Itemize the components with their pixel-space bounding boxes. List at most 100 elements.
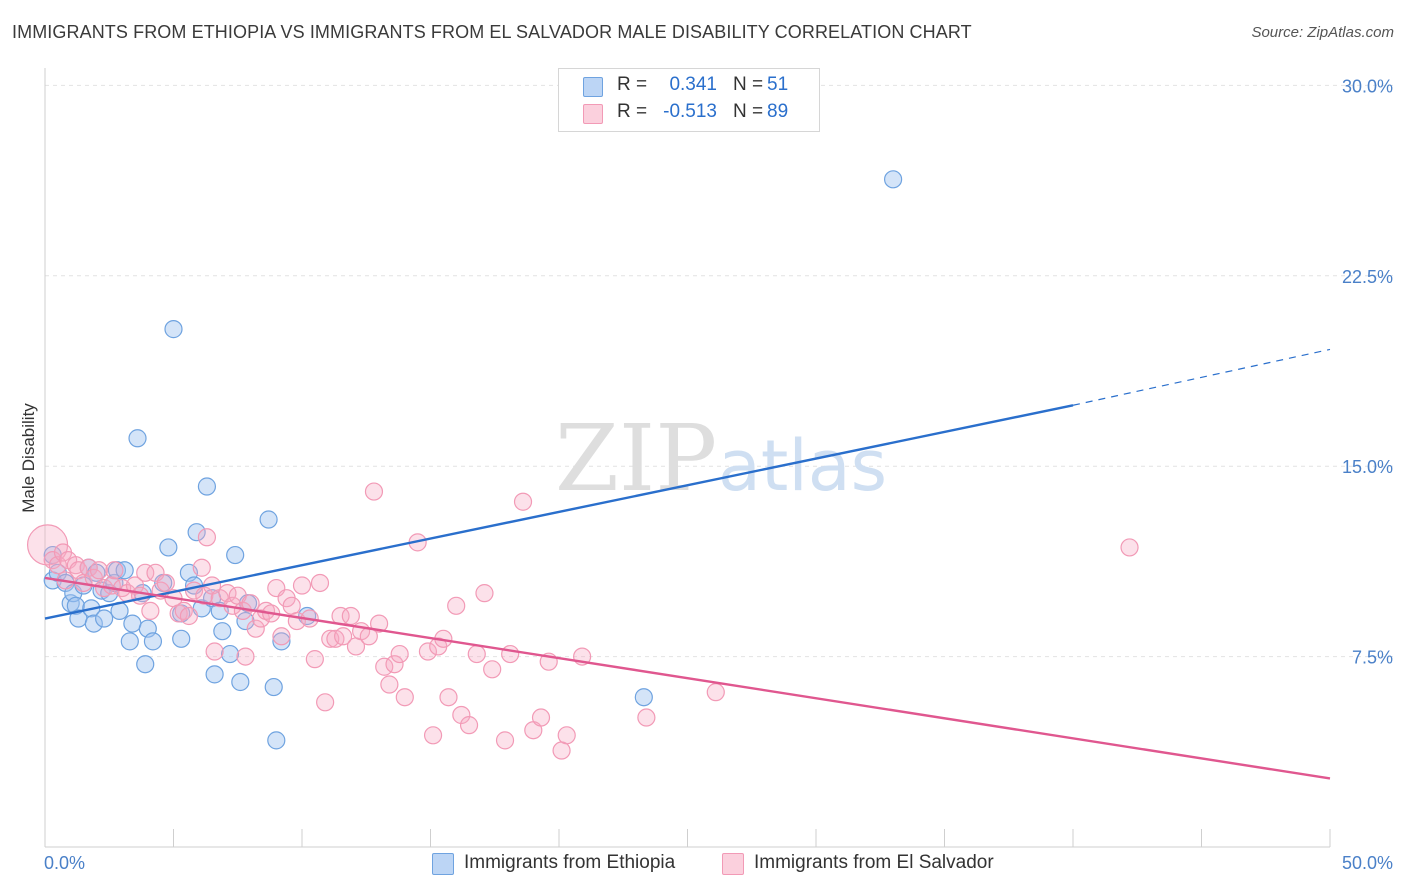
data-point: [246, 619, 265, 638]
r-value: -0.513: [663, 101, 717, 122]
r-label: R =: [617, 101, 648, 122]
data-point: [634, 688, 653, 707]
data-point: [130, 586, 150, 605]
watermark: ZIP atlas: [555, 405, 887, 512]
data-point: [197, 477, 217, 496]
trend-lines: [44, 348, 1331, 780]
y-tick-label: 22.5%: [1342, 267, 1393, 287]
data-point: [305, 650, 324, 669]
x-tick-label-min: 0.0%: [44, 853, 85, 873]
data-point: [439, 688, 458, 707]
data-point: [495, 731, 515, 750]
x-tick-label-max: 50.0%: [1342, 853, 1393, 873]
data-point: [195, 586, 214, 605]
series-swatch-ethiopia: [432, 853, 454, 875]
data-point: [370, 614, 389, 633]
data-point: [84, 614, 103, 633]
grid-layer: [45, 84, 1393, 658]
data-point: [552, 741, 571, 760]
r-value: 0.341: [669, 74, 717, 95]
data-point: [385, 655, 404, 674]
data-point: [141, 601, 160, 621]
data-point: [120, 632, 139, 651]
data-point: [423, 726, 443, 745]
data-point: [380, 675, 399, 694]
n-value: 51: [767, 74, 789, 95]
n-label: N =: [733, 101, 764, 122]
data-point: [341, 606, 360, 626]
data-point: [557, 726, 576, 745]
data-point: [213, 622, 232, 641]
data-point: [89, 561, 109, 580]
data-point: [123, 614, 142, 633]
legend-swatch-ethiopia: [583, 77, 603, 97]
data-point: [241, 594, 260, 613]
data-point: [43, 551, 62, 570]
data-point: [236, 647, 255, 666]
data-point: [172, 629, 191, 648]
data-point: [282, 596, 301, 615]
data-point: [459, 716, 479, 735]
data-point: [164, 320, 183, 339]
data-point: [272, 627, 291, 646]
data-point: [143, 632, 163, 651]
data-point: [187, 523, 206, 542]
axes-layer: 7.5% 15.0% 22.5% 30.0%: [44, 68, 1393, 848]
data-point: [292, 576, 312, 595]
correlation-legend: R = 0.341 N = 51 R = -0.513 N = 89: [558, 68, 820, 132]
data-point: [267, 731, 286, 750]
data-point: [418, 642, 438, 661]
data-point: [159, 538, 178, 557]
data-point: [390, 644, 409, 664]
data-point: [105, 561, 124, 580]
data-point: [483, 660, 502, 679]
data-point: [128, 429, 147, 448]
data-point: [501, 644, 520, 664]
watermark-atlas: atlas: [718, 425, 887, 507]
data-point: [136, 563, 155, 582]
data-point: [136, 655, 155, 674]
data-point: [205, 665, 224, 684]
series-swatch-el-salvador: [722, 853, 744, 875]
legend-swatch-el-salvador: [583, 104, 603, 124]
r-label: R =: [617, 74, 648, 95]
y-tick-label: 30.0%: [1342, 76, 1393, 96]
data-point: [637, 708, 656, 727]
y-tick-label: 15.0%: [1342, 457, 1393, 477]
data-point: [125, 576, 145, 595]
trend-line-ethiopia: [44, 404, 1074, 620]
data-point: [883, 170, 903, 189]
data-point: [310, 573, 330, 593]
y-axis-label: Male Disability: [19, 403, 38, 513]
data-point: [174, 601, 193, 621]
data-point: [115, 561, 134, 580]
n-value: 89: [767, 101, 789, 122]
series-label-ethiopia: Immigrants from Ethiopia: [464, 852, 676, 873]
data-point: [395, 688, 414, 707]
data-point: [447, 596, 466, 615]
trend-line-el-salvador: [44, 576, 1331, 780]
data-point: [364, 482, 384, 501]
data-point: [513, 492, 533, 511]
data-point: [192, 558, 211, 577]
y-tick-label: 7.5%: [1352, 648, 1393, 668]
data-point: [1120, 538, 1139, 557]
data-point: [264, 677, 283, 697]
data-point: [220, 644, 240, 664]
data-point: [531, 708, 551, 727]
data-point: [197, 528, 217, 547]
data-point: [467, 644, 486, 664]
data-point: [334, 627, 353, 646]
data-point: [156, 573, 175, 593]
data-point: [95, 609, 114, 628]
data-point: [231, 672, 250, 692]
chart-title: IMMIGRANTS FROM ETHIOPIA VS IMMIGRANTS F…: [12, 22, 972, 42]
data-point: [316, 693, 335, 712]
data-point: [475, 584, 494, 603]
data-point: [179, 606, 199, 626]
source-label: Source: ZipAtlas.com: [1251, 24, 1394, 41]
trend-line-ethiopia-extension: [1072, 348, 1331, 406]
data-point: [226, 545, 245, 565]
watermark-zip: ZIP: [555, 405, 717, 512]
